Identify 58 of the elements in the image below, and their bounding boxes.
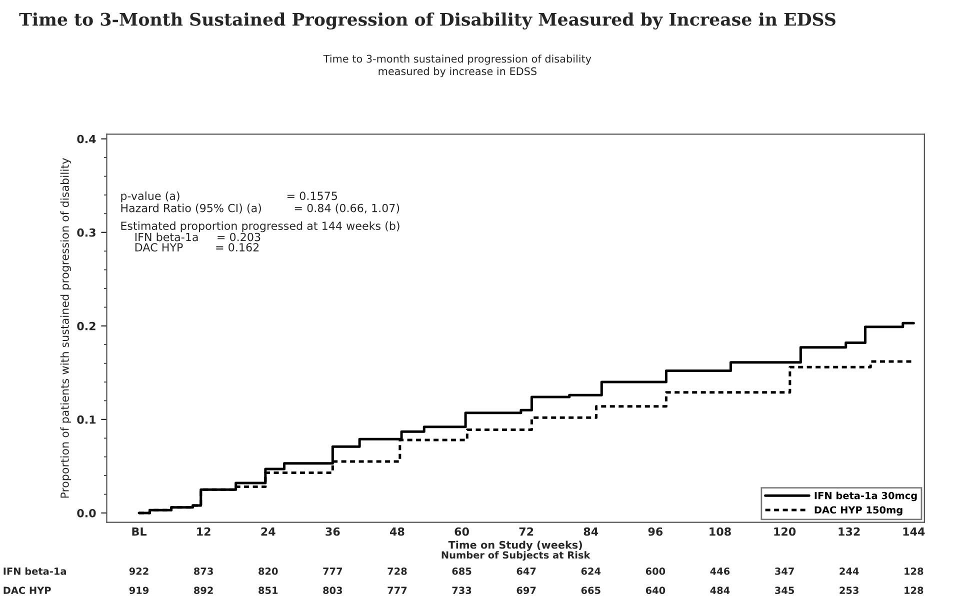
y-tick-label: 0.2 (77, 322, 96, 330)
text: 665 (581, 586, 600, 594)
x-tick-label: 120 (774, 527, 796, 536)
x-tick-label: 132 (838, 527, 860, 536)
text: 600 (646, 568, 666, 575)
chart-subtitle: Time to 3-month sustained progression of disability measured by increase in EDSS (323, 54, 592, 78)
text: 647 (516, 568, 536, 575)
text: 777 (323, 568, 342, 575)
text: 624 (581, 568, 601, 575)
text: 253 (840, 586, 858, 594)
annotation: Estimated proportion progressed at 144 weeks (b) (121, 221, 400, 232)
y-axis-title: Proportion of patients with sustained progression of disability (60, 158, 72, 498)
legend-label: IFN beta-1a 30mcg (814, 492, 917, 502)
x-tick-label: 48 (390, 527, 404, 536)
text: 640 (646, 586, 666, 594)
text: 733 (452, 586, 472, 594)
text: 685 (452, 568, 472, 575)
x-tick-label: 24 (261, 527, 276, 536)
text: DAC HYP (4, 586, 51, 594)
annotation: Hazard Ratio (95% CI) (a) = 0.84 (0.66, 1.07) (121, 204, 400, 214)
text: 873 (194, 568, 213, 575)
x-tick-label: 36 (326, 527, 340, 536)
text: IFN beta-1a (4, 567, 66, 575)
x-tick-label: 144 (903, 528, 925, 536)
text: 777 (388, 586, 407, 594)
x-tick-label: 108 (710, 527, 731, 536)
text: 820 (258, 568, 278, 575)
text: 728 (388, 568, 407, 575)
chart-title: Time to 3-Month Sustained Progression of Disability Measured by Increase in EDSS (19, 12, 836, 30)
x-tick-label: 84 (584, 527, 598, 536)
annotation: DAC HYP = 0.162 (135, 243, 259, 252)
text: 347 (775, 568, 794, 575)
text: 851 (258, 586, 278, 594)
text: 128 (904, 586, 924, 594)
x-tick-label: BL (132, 528, 146, 536)
text: 345 (775, 586, 794, 594)
text: 446 (710, 568, 730, 575)
text: 803 (323, 586, 342, 594)
x-tick-label: 72 (519, 527, 534, 536)
text: 697 (516, 586, 536, 594)
x-tick-label: 60 (454, 527, 469, 536)
text: 922 (129, 568, 148, 575)
annotation: p-value (a) = 0.1575 (121, 191, 338, 202)
annotation: IFN beta-1a = 0.203 (135, 232, 260, 242)
text: 484 (710, 586, 730, 594)
y-tick-label: 0.4 (77, 134, 96, 144)
x-axis-title: Time on Study (weeks) (448, 540, 582, 551)
y-tick-label: 0.3 (77, 228, 96, 237)
x-tick-label: 96 (648, 527, 663, 536)
y-tick-label: 0.1 (77, 415, 96, 424)
text: 919 (129, 586, 149, 594)
legend-label: DAC HYP 150mg (814, 506, 902, 516)
x-tick-label: 12 (197, 527, 210, 536)
y-tick-label: 0.0 (77, 508, 96, 518)
text: 244 (840, 568, 859, 575)
text: 892 (194, 586, 213, 594)
text: 128 (904, 568, 924, 575)
text: Number of Subjects at Risk (442, 551, 590, 561)
